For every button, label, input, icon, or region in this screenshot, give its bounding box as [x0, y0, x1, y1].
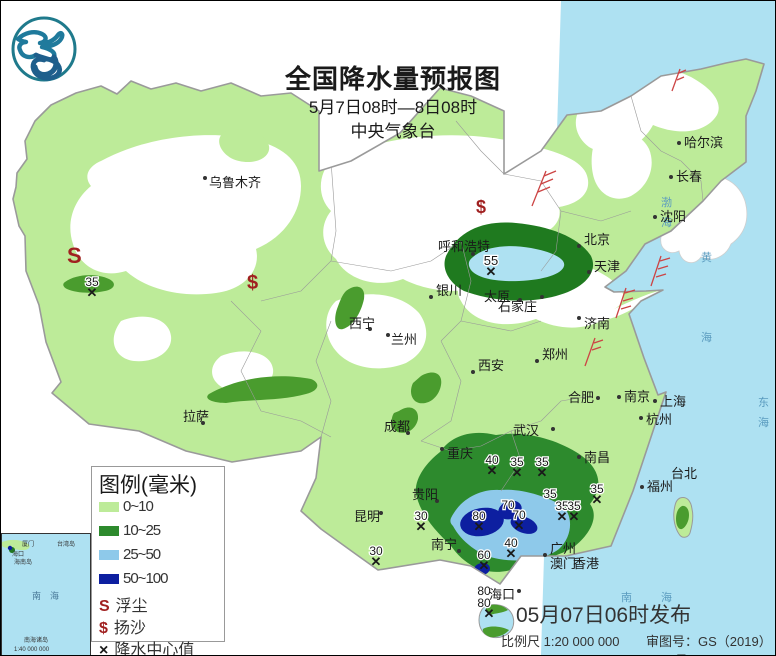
svg-text:台湾岛: 台湾岛	[57, 540, 75, 548]
svg-text:✕: ✕	[557, 509, 568, 524]
svg-text:郑州: 郑州	[542, 347, 568, 362]
svg-text:福州: 福州	[647, 479, 673, 494]
svg-text:西安: 西安	[478, 358, 504, 373]
svg-text:广州: 广州	[550, 541, 576, 556]
svg-text:济南: 济南	[584, 316, 610, 331]
svg-text:杭州: 杭州	[646, 412, 672, 427]
svg-text:海: 海	[758, 415, 769, 429]
svg-text:✕: ✕	[514, 518, 525, 533]
svg-text:✕: ✕	[479, 558, 490, 573]
svg-text:✕: ✕	[416, 519, 427, 534]
svg-text:上海: 上海	[660, 394, 686, 409]
svg-text:西宁: 西宁	[349, 316, 375, 331]
svg-text:长春: 长春	[676, 169, 702, 184]
svg-text:南昌: 南昌	[584, 450, 610, 465]
svg-text:S: S	[67, 243, 82, 268]
svg-text:✕: ✕	[506, 546, 517, 561]
svg-text:✕: ✕	[87, 285, 98, 300]
svg-text:南宁: 南宁	[431, 537, 457, 552]
svg-text:石家庄: 石家庄	[498, 299, 537, 314]
svg-text:✕: ✕	[487, 463, 498, 478]
svg-text:✕: ✕	[474, 519, 485, 534]
svg-text:海口: 海口	[12, 550, 24, 558]
svg-text:厦门: 厦门	[22, 540, 34, 548]
svg-text:重庆: 重庆	[447, 446, 473, 461]
svg-text:东: 东	[758, 396, 769, 409]
svg-text:北京: 北京	[584, 232, 610, 247]
svg-text:昆明: 昆明	[354, 509, 380, 524]
svg-text:南京: 南京	[624, 389, 650, 404]
svg-text:合肥: 合肥	[568, 390, 594, 405]
svg-text:银川: 银川	[436, 283, 462, 298]
svg-text:成都: 成都	[384, 419, 410, 434]
svg-text:乌鲁木齐: 乌鲁木齐	[209, 175, 261, 190]
svg-text:✕: ✕	[512, 465, 523, 480]
svg-text:$: $	[247, 272, 258, 294]
svg-text:✕: ✕	[484, 606, 495, 621]
svg-text:武汉: 武汉	[513, 423, 539, 438]
svg-text:✕: ✕	[486, 264, 497, 279]
svg-text:$: $	[476, 197, 486, 217]
svg-text:海口: 海口	[489, 587, 515, 602]
svg-text:贵阳: 贵阳	[412, 487, 438, 502]
svg-text:香港: 香港	[573, 556, 599, 571]
svg-text:台北: 台北	[671, 466, 697, 481]
svg-text:哈尔滨: 哈尔滨	[684, 135, 723, 150]
svg-text:1:40 000 000: 1:40 000 000	[14, 647, 50, 653]
svg-text:✕: ✕	[537, 465, 548, 480]
svg-text:✕: ✕	[569, 509, 580, 524]
svg-text:呼和浩特: 呼和浩特	[438, 239, 490, 254]
svg-text:海南岛: 海南岛	[14, 558, 32, 566]
svg-text:✕: ✕	[592, 492, 603, 507]
svg-text:沈阳: 沈阳	[660, 209, 686, 224]
svg-text:✕: ✕	[371, 554, 382, 569]
svg-text:南 海: 南 海	[32, 590, 59, 601]
svg-text:黄: 黄	[701, 250, 712, 264]
svg-text:渤: 渤	[661, 196, 672, 209]
svg-text:天津: 天津	[594, 259, 620, 274]
svg-text:拉萨: 拉萨	[183, 409, 209, 424]
svg-text:海: 海	[701, 330, 712, 344]
svg-text:南海诸岛: 南海诸岛	[24, 636, 48, 644]
svg-text:兰州: 兰州	[391, 332, 417, 347]
